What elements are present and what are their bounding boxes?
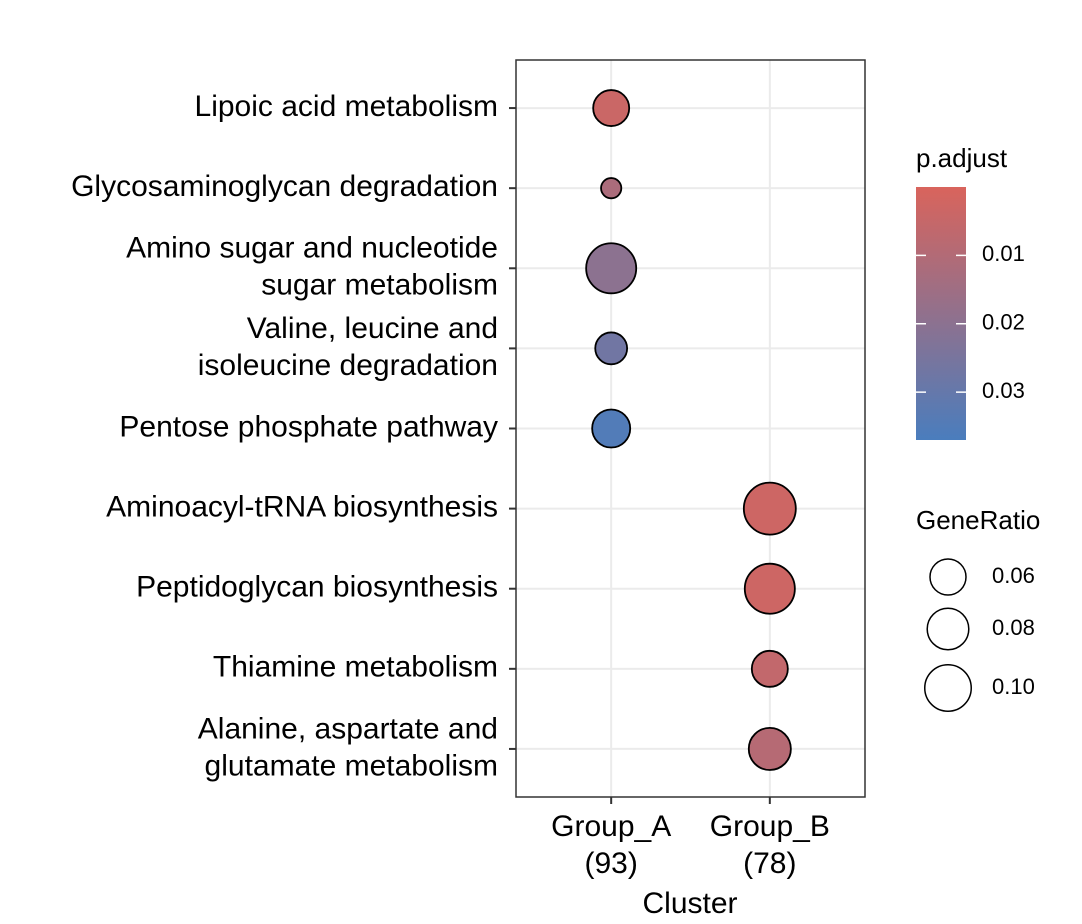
dot [592, 89, 631, 127]
size-key [926, 607, 970, 651]
dot [594, 331, 629, 366]
y-tick-label: sugar metabolism [261, 269, 498, 302]
y-tick-label: Thiamine metabolism [213, 651, 498, 684]
y-tick-label: Valine, leucine and [247, 312, 498, 345]
x-tick-label: Group_B [710, 810, 830, 843]
dot [742, 481, 797, 536]
size-key-label: 0.06 [992, 563, 1035, 588]
size-key [929, 558, 967, 596]
y-tick-label: Alanine, aspartate and [198, 712, 498, 745]
y-tick-label: Amino sugar and nucleotide [126, 232, 498, 265]
y-tick-label: Peptidoglycan biosynthesis [136, 571, 498, 604]
size-key-label: 0.10 [992, 674, 1035, 699]
dot [743, 562, 796, 615]
x-axis-title: Cluster [642, 887, 737, 920]
size-legend-title: GeneRatio [916, 505, 1040, 535]
x-tick-label: Group_A [551, 810, 671, 843]
x-tick-label: (93) [585, 847, 638, 880]
colorbar-label: 0.02 [982, 310, 1025, 335]
size-key-label: 0.08 [992, 615, 1035, 640]
dot [585, 242, 638, 295]
color-legend-title: p.adjust [916, 143, 1008, 173]
dot [750, 649, 789, 688]
colorbar-label: 0.01 [982, 241, 1025, 266]
dot [600, 177, 623, 200]
size-key [924, 664, 972, 712]
colorbar [916, 187, 966, 440]
y-tick-label: Lipoic acid metabolism [195, 90, 498, 123]
colorbar-label: 0.03 [982, 378, 1025, 403]
y-tick-label: glutamate metabolism [205, 749, 498, 782]
dot [747, 726, 792, 771]
dot [591, 408, 632, 449]
y-tick-label: Aminoacyl-tRNA biosynthesis [106, 491, 498, 524]
y-tick-label: isoleucine degradation [198, 349, 498, 382]
y-tick-label: Pentose phosphate pathway [119, 410, 498, 443]
y-tick-label: Glycosaminoglycan degradation [71, 170, 498, 203]
x-tick-label: (78) [743, 847, 796, 880]
panel-border [515, 59, 866, 798]
